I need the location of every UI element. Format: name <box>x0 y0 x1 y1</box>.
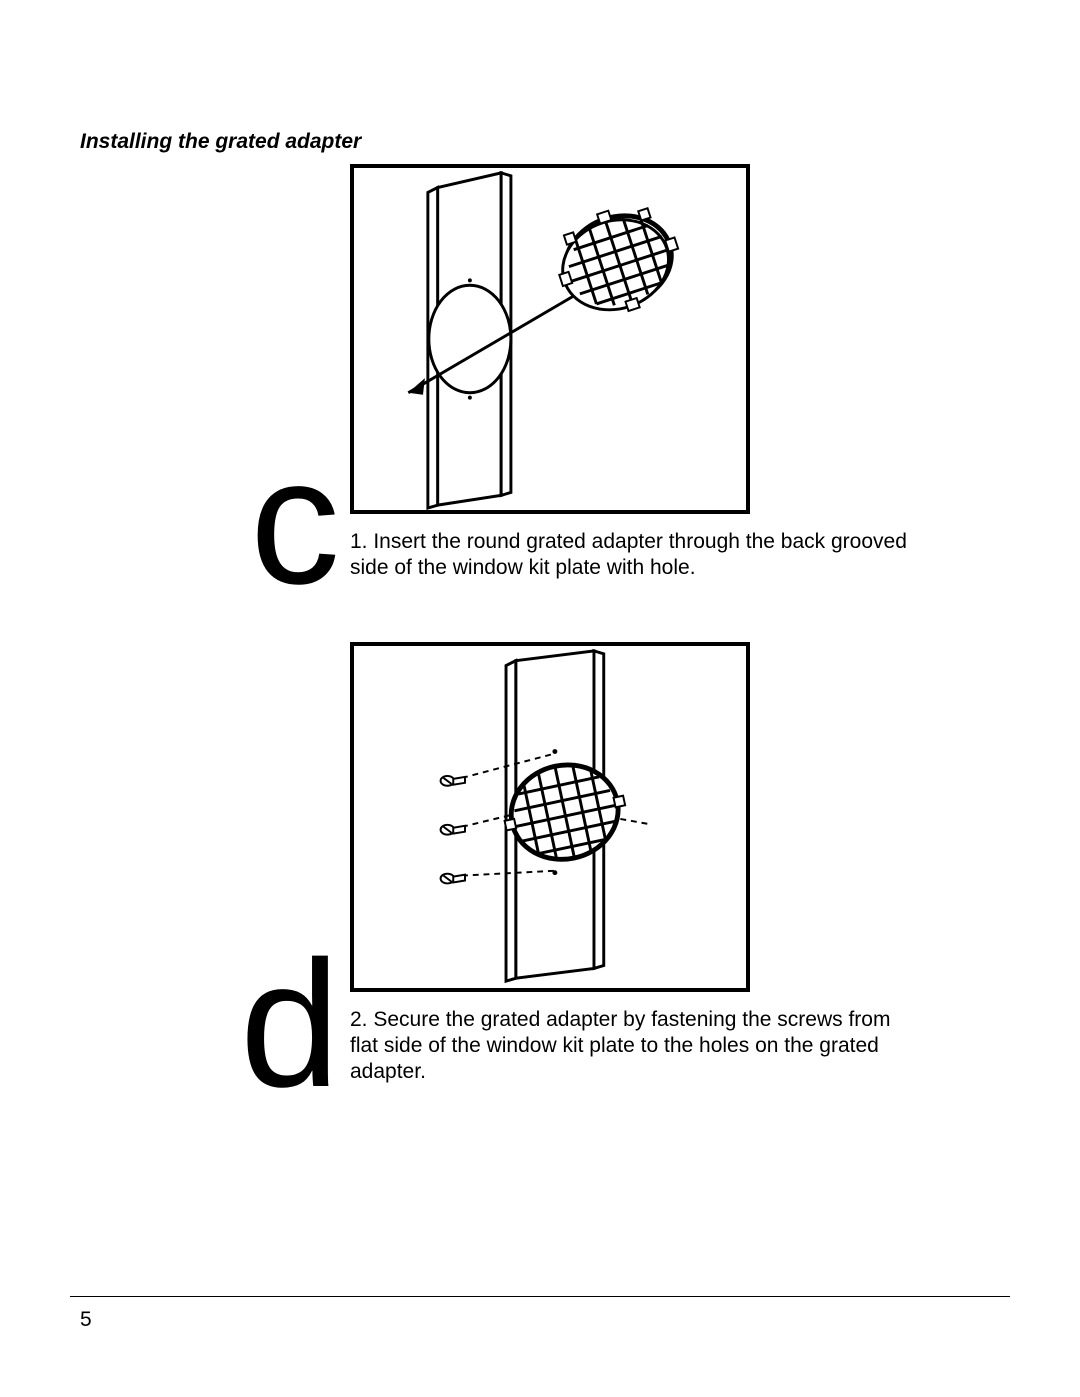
step-caption: 1. Insert the round grated adapter throu… <box>350 529 910 582</box>
step-row: c <box>80 164 1020 582</box>
figure-c <box>350 164 750 514</box>
footer-rule <box>70 1296 1010 1297</box>
figure-column: 2. Secure the grated adapter by fastenin… <box>350 642 1020 1086</box>
figure-column: 1. Insert the round grated adapter throu… <box>350 164 1020 582</box>
step-caption: 2. Secure the grated adapter by fastenin… <box>350 1007 910 1086</box>
step-letter-c: c <box>80 432 340 612</box>
manual-page: Installing the grated adapter c <box>0 0 1080 1397</box>
section-heading: Installing the grated adapter <box>80 130 1020 154</box>
step-letter-d: d <box>80 935 340 1115</box>
figure-d <box>350 642 750 992</box>
page-number: 5 <box>80 1308 92 1332</box>
step-row: d <box>80 642 1020 1086</box>
